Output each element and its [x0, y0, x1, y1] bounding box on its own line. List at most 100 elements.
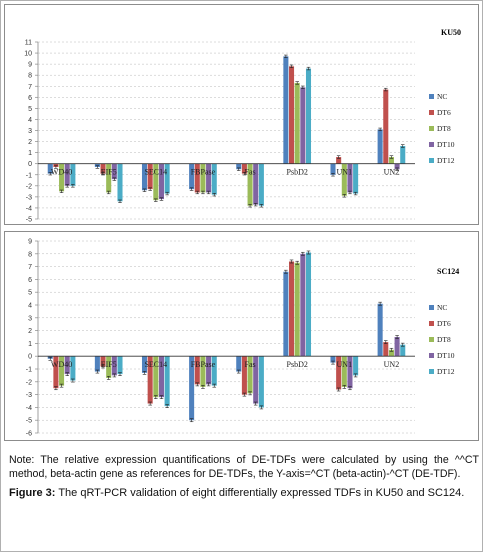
bar-eif5-dt8 — [106, 163, 112, 193]
bar-sec14-dt10 — [158, 163, 164, 200]
bar-un2-dt6 — [383, 89, 389, 164]
y-tick-label: 7 — [28, 264, 32, 271]
bar-fas-dt6 — [241, 356, 247, 395]
y-tick-label: 2 — [28, 139, 32, 146]
y-tick-label: -3 — [26, 392, 32, 399]
category-label-sec14: SEC14 — [144, 168, 167, 177]
legend-swatch-dt10 — [429, 142, 434, 147]
bar-psbd2-dt6 — [289, 66, 295, 164]
category-label-fas: Fas — [245, 360, 256, 369]
bar-fas-dt12 — [258, 356, 264, 408]
bar-wd40-nc — [47, 163, 53, 174]
bar-sec14-dt12 — [164, 356, 170, 407]
bar-sec14-dt8 — [153, 356, 159, 398]
y-tick-label: -2 — [26, 183, 32, 190]
bar-fbpase-dt6 — [194, 163, 200, 193]
bar-eif5-dt8 — [106, 356, 112, 378]
category-label-sec14: SEC14 — [144, 360, 167, 369]
bar-wd40-dt6 — [53, 356, 59, 389]
bar-wd40-dt8 — [59, 356, 65, 386]
bar-un1-nc — [330, 356, 336, 363]
bar-eif5-nc — [94, 163, 100, 168]
bar-psbd2-dt8 — [294, 262, 300, 357]
bar-fas-dt6 — [241, 163, 247, 174]
bar-sec14-nc — [141, 163, 148, 191]
legend-swatch-nc — [429, 305, 434, 310]
bar-fas-dt8 — [247, 356, 253, 394]
bar-fas-dt8 — [247, 163, 253, 206]
y-tick-label: -1 — [26, 367, 32, 374]
legend-swatch-dt12 — [429, 158, 434, 163]
category-label-wd40: WD40 — [51, 360, 72, 369]
bar-chart-ku50: KU50 -5 -4 -3 -2 -1 0 1 2 3 4 5 6 7 8 9 10 11 WD40 EIF5 SEC1… — [24, 28, 461, 224]
figure-label: Figure 3: — [9, 487, 56, 499]
category-label-un1: UN1 — [337, 360, 353, 369]
y-tick-label: 2 — [28, 328, 32, 335]
bar-fas-dt12 — [258, 163, 264, 206]
bar-eif5-dt10 — [111, 356, 117, 376]
bar-eif5-dt12 — [117, 163, 123, 202]
y-tick-label: 9 — [28, 62, 32, 69]
bar-sec14-dt6 — [147, 163, 153, 190]
bar-un2-dt12 — [400, 344, 406, 357]
bar-psbd2-dt8 — [294, 82, 300, 164]
y-tick-label: -1 — [26, 172, 32, 179]
caption-figure: Figure 3: The qRT-PCR validation of eigh… — [9, 486, 479, 500]
legend-label-nc: NC — [437, 303, 447, 312]
chart-title: SC124 — [437, 267, 459, 276]
category-label-un2: UN2 — [384, 168, 400, 177]
bar-fbpase-dt10 — [206, 163, 212, 193]
category-label-un1: UN1 — [337, 168, 353, 177]
bar-fbpase-dt8 — [200, 356, 206, 387]
y-tick-label: 4 — [28, 303, 32, 310]
bar-un1-dt10 — [347, 163, 353, 193]
y-tick-label: 10 — [24, 51, 32, 58]
bar-psbd2-dt12 — [305, 68, 312, 164]
legend-swatch-dt10 — [429, 353, 434, 358]
y-tick-label: -4 — [26, 205, 32, 212]
bar-fas-dt10 — [253, 356, 259, 404]
legend-label-dt12: DT12 — [437, 156, 455, 165]
bar-wd40-dt12 — [70, 356, 76, 381]
legend-swatch-dt12 — [429, 369, 434, 374]
y-tick-label: 3 — [28, 128, 32, 135]
y-tick-label: 5 — [28, 290, 32, 297]
category-label-fbpase: FBPase — [191, 168, 216, 177]
bar-psbd2-nc — [283, 271, 289, 357]
bar-un2-dt6 — [383, 342, 389, 357]
y-tick-label: 11 — [25, 40, 32, 47]
y-tick-label: -5 — [26, 418, 32, 425]
legend-swatch-dt6 — [429, 110, 434, 115]
y-tick-label: 6 — [28, 95, 32, 102]
legend-label-dt10: DT10 — [437, 351, 455, 360]
figure-caption: Note: The relative expression quantifica… — [9, 453, 479, 500]
bar-sec14-dt12 — [164, 163, 170, 194]
legend-label-dt8: DT8 — [437, 124, 451, 133]
bar-sec14-dt10 — [158, 356, 164, 398]
category-label-wd40: WD40 — [51, 168, 72, 177]
y-tick-label: 0 — [28, 161, 32, 168]
bar-un1-dt10 — [347, 356, 353, 389]
legend-label-dt6: DT6 — [437, 319, 451, 328]
bar-eif5-dt10 — [111, 163, 117, 180]
y-tick-label: -5 — [26, 217, 32, 224]
bar-wd40-dt6 — [53, 163, 59, 168]
chart-panel-sc124: SC124 -6 -5 -4 -3 -2 -1 0 1 2 3 4 5 6 7 8 9 WD40 EIF5 SEC14… — [4, 231, 479, 441]
bar-un2-nc — [377, 129, 383, 164]
legend-label-dt10: DT10 — [437, 140, 455, 149]
legend-swatch-dt6 — [429, 321, 434, 326]
caption-note: Note: The relative expression quantifica… — [9, 454, 479, 480]
bar-wd40-dt10 — [64, 163, 70, 186]
legend-label-nc: NC — [437, 92, 447, 101]
y-tick-label: -6 — [26, 431, 32, 438]
y-tick-label: 3 — [28, 315, 32, 322]
category-label-psbd2: PsbD2 — [287, 168, 308, 177]
bar-sec14-dt8 — [153, 163, 159, 201]
bar-sec14-dt6 — [147, 356, 153, 404]
bar-wd40-dt10 — [64, 356, 70, 375]
legend-label-dt8: DT8 — [437, 335, 451, 344]
bar-psbd2-dt12 — [305, 252, 312, 357]
y-tick-label: 1 — [28, 150, 32, 157]
y-tick-label: 9 — [28, 239, 32, 246]
